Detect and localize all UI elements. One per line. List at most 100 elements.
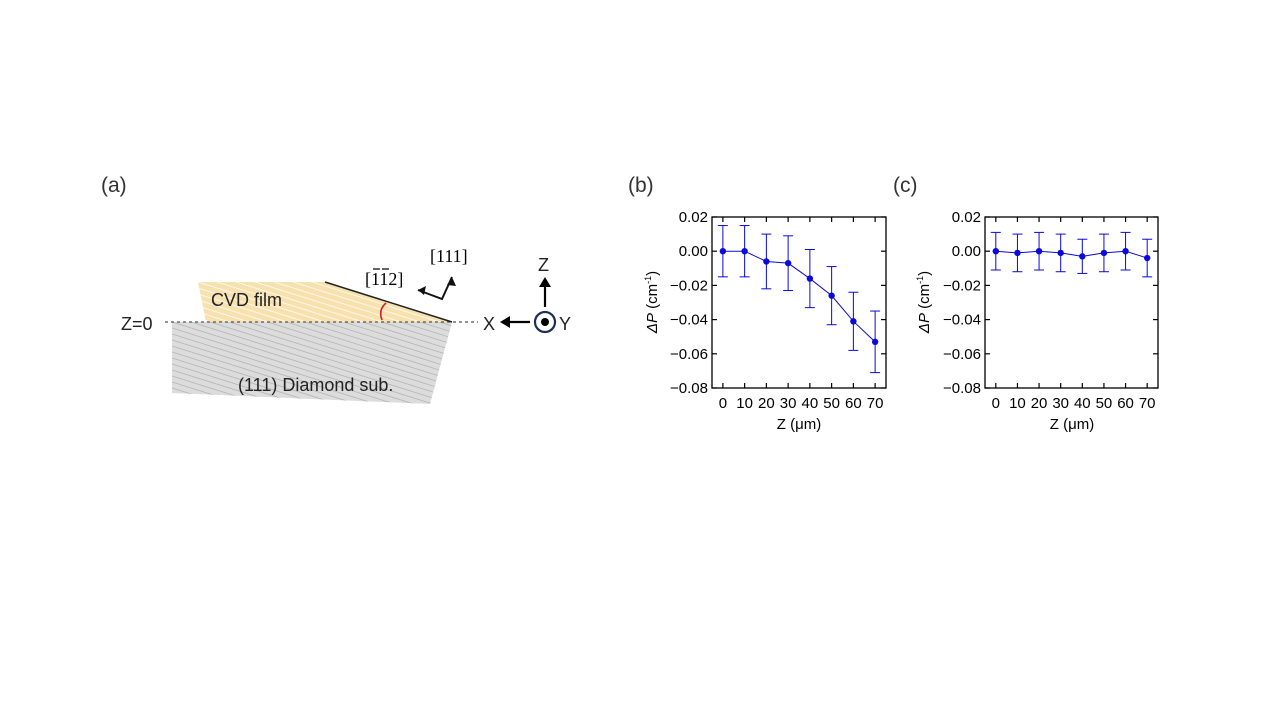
film-terrace-line <box>198 282 452 285</box>
data-point-c <box>1143 254 1151 262</box>
series-c <box>990 231 1153 278</box>
film-terrace-line <box>198 282 452 322</box>
x-tick-label-b: 30 <box>780 395 797 412</box>
y-axis-symbol-c: ΔP <box>916 313 933 334</box>
chart-b: (b) Z (μm) ΔP (cm-1) 0.02 0.00 −0.02 −0.04 −… <box>628 174 887 433</box>
plot-frame-b <box>711 216 887 389</box>
series-line-c <box>995 250 1148 259</box>
diagram-panel: (a) Z=0 CVD film (111) Diamond sub. [111… <box>101 148 571 524</box>
panel-label-a: (a) <box>101 174 127 197</box>
y-tick-label-c: 0.00 <box>952 243 981 260</box>
axis-y-label: Y <box>559 314 571 334</box>
x-tick-label-b: 60 <box>845 395 862 412</box>
y-tick-label-c: −0.04 <box>943 312 981 329</box>
data-point-b <box>741 248 748 255</box>
substrate-terrace-line <box>172 160 452 248</box>
x-tick-label-b: 40 <box>802 395 819 412</box>
substrate-terrace-line <box>172 339 452 404</box>
substrate-terrace-line <box>172 333 452 404</box>
film-terrace-line <box>198 287 452 322</box>
y-axis-unit-sup-c: -1 <box>915 276 925 284</box>
y-axis-title-b: ΔP (cm-1) <box>643 271 661 334</box>
direction-inplane-label: [112] <box>365 269 403 289</box>
substrate-terrace-line <box>172 369 452 404</box>
x-tick-label-b: 70 <box>867 395 884 412</box>
y-axis-unit-close-b: ) <box>644 271 661 276</box>
x-tick-label-c: 30 <box>1052 395 1069 412</box>
y-tick-label-c: −0.02 <box>943 277 981 294</box>
substrate-terrace-line <box>172 202 452 290</box>
data-point-c <box>992 248 1000 255</box>
film-label: CVD film <box>211 290 282 310</box>
x-tick-label-b: 10 <box>736 395 753 412</box>
substrate-terrace-line <box>172 393 452 404</box>
y-axis-symbol-b: ΔP <box>644 313 661 334</box>
x-tick-label-b: 20 <box>758 395 775 412</box>
data-point-b <box>871 338 879 346</box>
substrate-terrace-line <box>172 436 452 524</box>
x-arrow-head-icon <box>500 316 510 328</box>
direction-normal-label: [111] <box>430 246 468 266</box>
substrate-terrace-line <box>172 322 452 404</box>
x-tick-label-c: 40 <box>1074 395 1091 412</box>
substrate-terrace-line <box>172 154 452 242</box>
substrate-label: (111) Diamond sub. <box>238 375 393 395</box>
film-terrace-line <box>198 162 452 242</box>
y-tick-label-c: 0.02 <box>952 209 981 226</box>
x-tick-label-c: 20 <box>1031 395 1048 412</box>
y-axis-dot-icon <box>541 318 549 326</box>
x-tick-label-c: 60 <box>1117 395 1134 412</box>
x-tick-label-c: 50 <box>1096 395 1113 412</box>
data-point-b <box>763 258 770 265</box>
z0-label: Z=0 <box>121 314 153 334</box>
substrate-terrace-line <box>172 430 452 518</box>
data-point-b <box>806 275 814 282</box>
panel-label-c: (c) <box>893 174 918 197</box>
substrate-terrace-line <box>172 172 452 260</box>
x-tick-label-c: 10 <box>1009 395 1026 412</box>
x-axis-title-b: Z (μm) <box>777 416 821 433</box>
film-terrace-line <box>198 299 452 322</box>
substrate-terrace-line <box>172 322 452 369</box>
arrow-head-inplane <box>418 286 426 295</box>
substrate-terrace-line <box>172 375 452 404</box>
substrate-terrace-line <box>172 399 452 404</box>
y-axis-unit-c: (cm <box>916 284 933 309</box>
data-point-b <box>784 259 792 267</box>
y-tick-label-c: −0.08 <box>943 380 981 397</box>
substrate-terrace-line <box>172 190 452 278</box>
data-point-c <box>1079 253 1086 260</box>
substrate-terrace-line <box>172 322 452 363</box>
film-terrace-line <box>198 168 452 248</box>
x-tick-label-b: 0 <box>719 395 727 412</box>
substrate-terrace-line <box>172 148 452 236</box>
substrate-terrace-line <box>172 412 452 500</box>
substrate-terrace-line <box>172 322 452 393</box>
film-terrace-line <box>198 186 452 266</box>
substrate-terrace-line <box>172 322 452 404</box>
film-terrace-line <box>198 305 452 322</box>
coordinate-system: X Y Z <box>483 255 571 334</box>
y-axis-unit-sup-b: -1 <box>643 276 653 284</box>
substrate-terrace-line <box>172 184 452 272</box>
y-tick-label-b: −0.04 <box>670 312 708 329</box>
film-terrace-line <box>198 282 452 322</box>
plot-frame-c <box>984 216 1159 389</box>
y-tick-label-b: −0.08 <box>670 380 708 397</box>
x-tick-label-b: 50 <box>823 395 840 412</box>
film-terrace-line <box>198 192 452 272</box>
y-tick-label-b: 0.00 <box>679 243 708 260</box>
substrate-terrace-line <box>172 424 452 512</box>
data-point-b <box>828 292 835 299</box>
substrate-terrace-line <box>172 351 452 404</box>
film-terrace-line <box>198 282 452 322</box>
data-point-c <box>1014 249 1021 257</box>
substrate-terrace-line <box>172 322 452 357</box>
panel-label-b: (b) <box>628 174 654 197</box>
film-terrace-line <box>198 282 452 322</box>
data-point-c <box>1122 248 1129 255</box>
data-point-b <box>719 248 727 255</box>
y-axis-unit-close-c: ) <box>916 271 933 276</box>
ticks-b: 0.02 0.00 −0.02 −0.04 −0.06 −0.08 0 10 20 30 40 50 6… <box>670 209 886 412</box>
